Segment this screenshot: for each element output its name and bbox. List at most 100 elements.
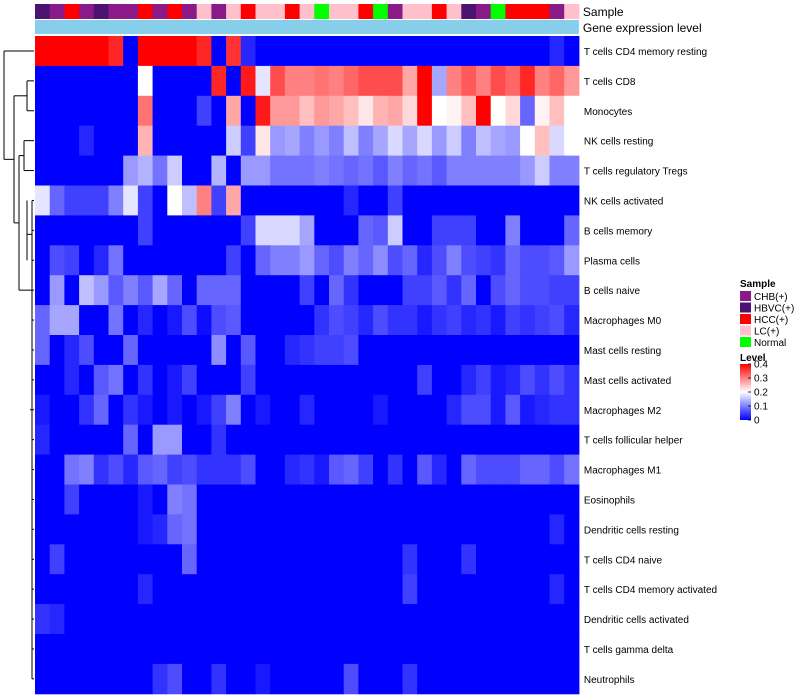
heatmap-cell — [137, 544, 154, 575]
heatmap-cell — [505, 634, 521, 665]
heatmap-cell — [505, 185, 521, 216]
heatmap-cell — [446, 394, 462, 426]
heatmap-cell — [534, 454, 550, 485]
heatmap-cell — [299, 604, 315, 635]
heatmap-cell — [226, 215, 242, 246]
heatmap-cell — [343, 185, 359, 216]
heatmap-cell — [446, 574, 462, 605]
heatmap-cell — [108, 125, 124, 157]
heatmap-cell — [255, 544, 271, 575]
heatmap-cell — [270, 514, 286, 545]
heatmap-cell — [211, 514, 227, 545]
heatmap-cell — [505, 245, 521, 276]
heatmap-cell — [226, 574, 242, 605]
sample-annotation-cell — [505, 4, 521, 19]
heatmap-cell — [417, 454, 433, 485]
heatmap-cell — [446, 364, 462, 396]
heatmap-cell — [93, 335, 109, 366]
gene-expression-level-bar — [35, 20, 579, 34]
heatmap-cell — [299, 155, 315, 186]
heatmap-cell — [461, 275, 477, 306]
heatmap-cell — [137, 454, 154, 485]
row-label: Dendritic cells activated — [584, 615, 689, 626]
heatmap-cell — [152, 95, 168, 127]
heatmap-cell — [49, 125, 65, 157]
heatmap-cell — [182, 155, 198, 186]
heatmap-cell — [505, 394, 521, 426]
heatmap-cell — [505, 574, 521, 605]
heatmap-cell — [431, 663, 448, 695]
heatmap-cell — [137, 36, 154, 67]
heatmap-cell — [108, 454, 124, 485]
heatmap-cell — [564, 394, 580, 426]
heatmap-cell — [431, 275, 448, 306]
heatmap-cell — [314, 36, 330, 67]
heatmap-cell — [358, 245, 374, 276]
heatmap-cell — [373, 245, 389, 276]
heatmap-cell — [182, 364, 198, 396]
heatmap-cell — [226, 36, 242, 67]
heatmap-cell — [167, 245, 183, 276]
sample-annotation-cell — [549, 4, 565, 19]
heatmap-cell — [79, 245, 95, 276]
heatmap-cell — [329, 574, 345, 605]
heatmap-cell — [137, 155, 154, 186]
heatmap-cell — [108, 364, 124, 396]
heatmap-cell — [417, 484, 433, 515]
heatmap-cell — [373, 604, 389, 635]
heatmap-cell — [64, 394, 80, 426]
heatmap-cell — [79, 65, 95, 97]
heatmap-cell — [284, 424, 301, 456]
heatmap-cell — [64, 215, 80, 246]
heatmap-cell — [476, 65, 492, 97]
heatmap-cell — [152, 574, 168, 605]
heatmap-cell — [358, 634, 374, 665]
heatmap-cell — [182, 574, 198, 605]
sample-legend-entry: Normal — [754, 338, 786, 349]
heatmap-cell — [358, 663, 374, 695]
heatmap-cell — [35, 574, 51, 605]
heatmap-cell — [226, 245, 242, 276]
heatmap-cell — [549, 245, 565, 276]
heatmap-cell — [358, 394, 374, 426]
heatmap-cell — [431, 125, 448, 157]
heatmap-cell — [240, 335, 256, 366]
heatmap-cell — [534, 125, 550, 157]
heatmap-cell — [167, 484, 183, 515]
heatmap-cell — [284, 544, 301, 575]
heatmap-cell — [446, 634, 462, 665]
heatmap-cell — [79, 634, 95, 665]
heatmap-cell — [387, 364, 403, 396]
heatmap-cell — [284, 394, 301, 426]
level-legend: Level 0.4 0.3 0.2 0.1 0 — [740, 353, 768, 427]
level-legend-title: Level — [740, 353, 766, 364]
heatmap-cell — [196, 95, 212, 127]
row-label: NK cells activated — [584, 196, 663, 207]
heatmap-cell — [476, 663, 492, 695]
heatmap-cell — [284, 305, 301, 336]
heatmap-cell — [64, 305, 80, 336]
heatmap-cell — [35, 604, 51, 635]
heatmap-cell — [284, 36, 301, 67]
sample-legend-entry: HCC(+) — [754, 315, 788, 326]
heatmap-cell — [534, 305, 550, 336]
heatmap-cell — [520, 125, 536, 157]
heatmap-cell — [299, 245, 315, 276]
heatmap-cell — [402, 544, 418, 575]
heatmap-cell — [476, 215, 492, 246]
heatmap-cell — [520, 215, 536, 246]
heatmap-cell — [549, 544, 565, 575]
heatmap-cell — [167, 604, 183, 635]
heatmap-cell — [549, 335, 565, 366]
heatmap-cell — [64, 245, 80, 276]
heatmap-cell — [314, 364, 330, 396]
heatmap-cell — [79, 544, 95, 575]
heatmap-cell — [152, 364, 168, 396]
heatmap-cell — [49, 245, 65, 276]
heatmap-cell — [79, 574, 95, 605]
heatmap-cell — [476, 604, 492, 635]
heatmap-cell — [520, 245, 536, 276]
heatmap-cell — [240, 544, 256, 575]
heatmap-cell — [167, 514, 183, 545]
heatmap-cell — [417, 65, 433, 97]
